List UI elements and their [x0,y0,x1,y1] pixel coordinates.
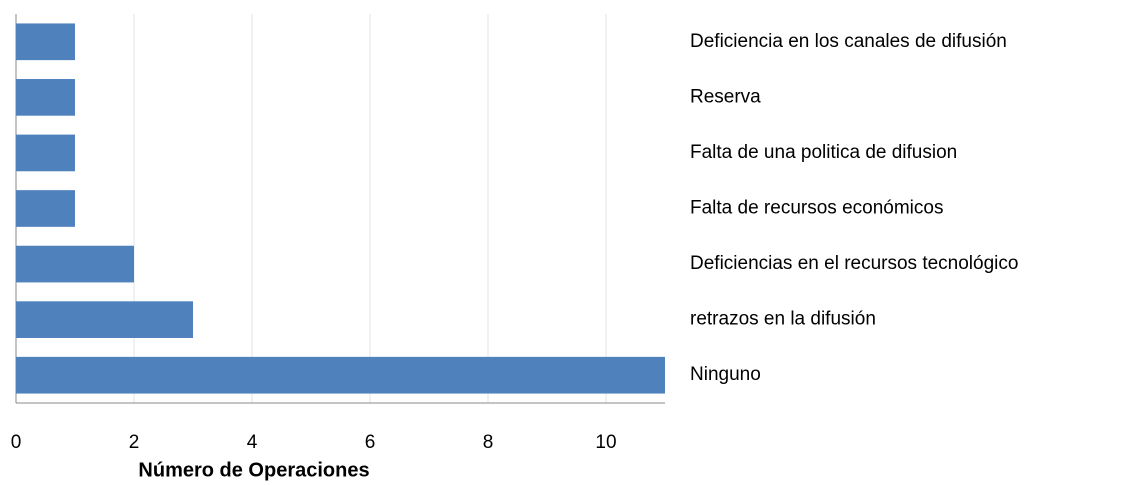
x-tick-label: 0 [11,432,22,453]
y-tick-label: Deficiencias en el recursos tecnológico [690,253,1018,274]
bar [16,190,75,227]
y-tick-label: Falta de recursos económicos [690,198,943,219]
y-tick-label: Deficiencia en los canales de difusión [690,31,1007,52]
bar [16,301,193,338]
bar [16,23,75,61]
bar [16,356,665,394]
y-tick-label: Ninguno [690,364,761,385]
y-tick-label: Reserva [690,86,761,107]
x-tick-label: 4 [247,432,258,453]
bar [16,245,134,283]
x-tick-label: 2 [129,432,140,453]
bar [16,79,75,116]
x-tick-label: 6 [365,432,376,453]
x-axis-title: Número de Operaciones [138,459,369,481]
x-tick-label: 10 [595,432,616,453]
y-tick-label: retrazos en la difusión [690,309,876,330]
y-tick-label: Falta de una politica de difusion [690,142,957,163]
x-tick-label: 8 [483,432,494,453]
bar [16,134,75,172]
